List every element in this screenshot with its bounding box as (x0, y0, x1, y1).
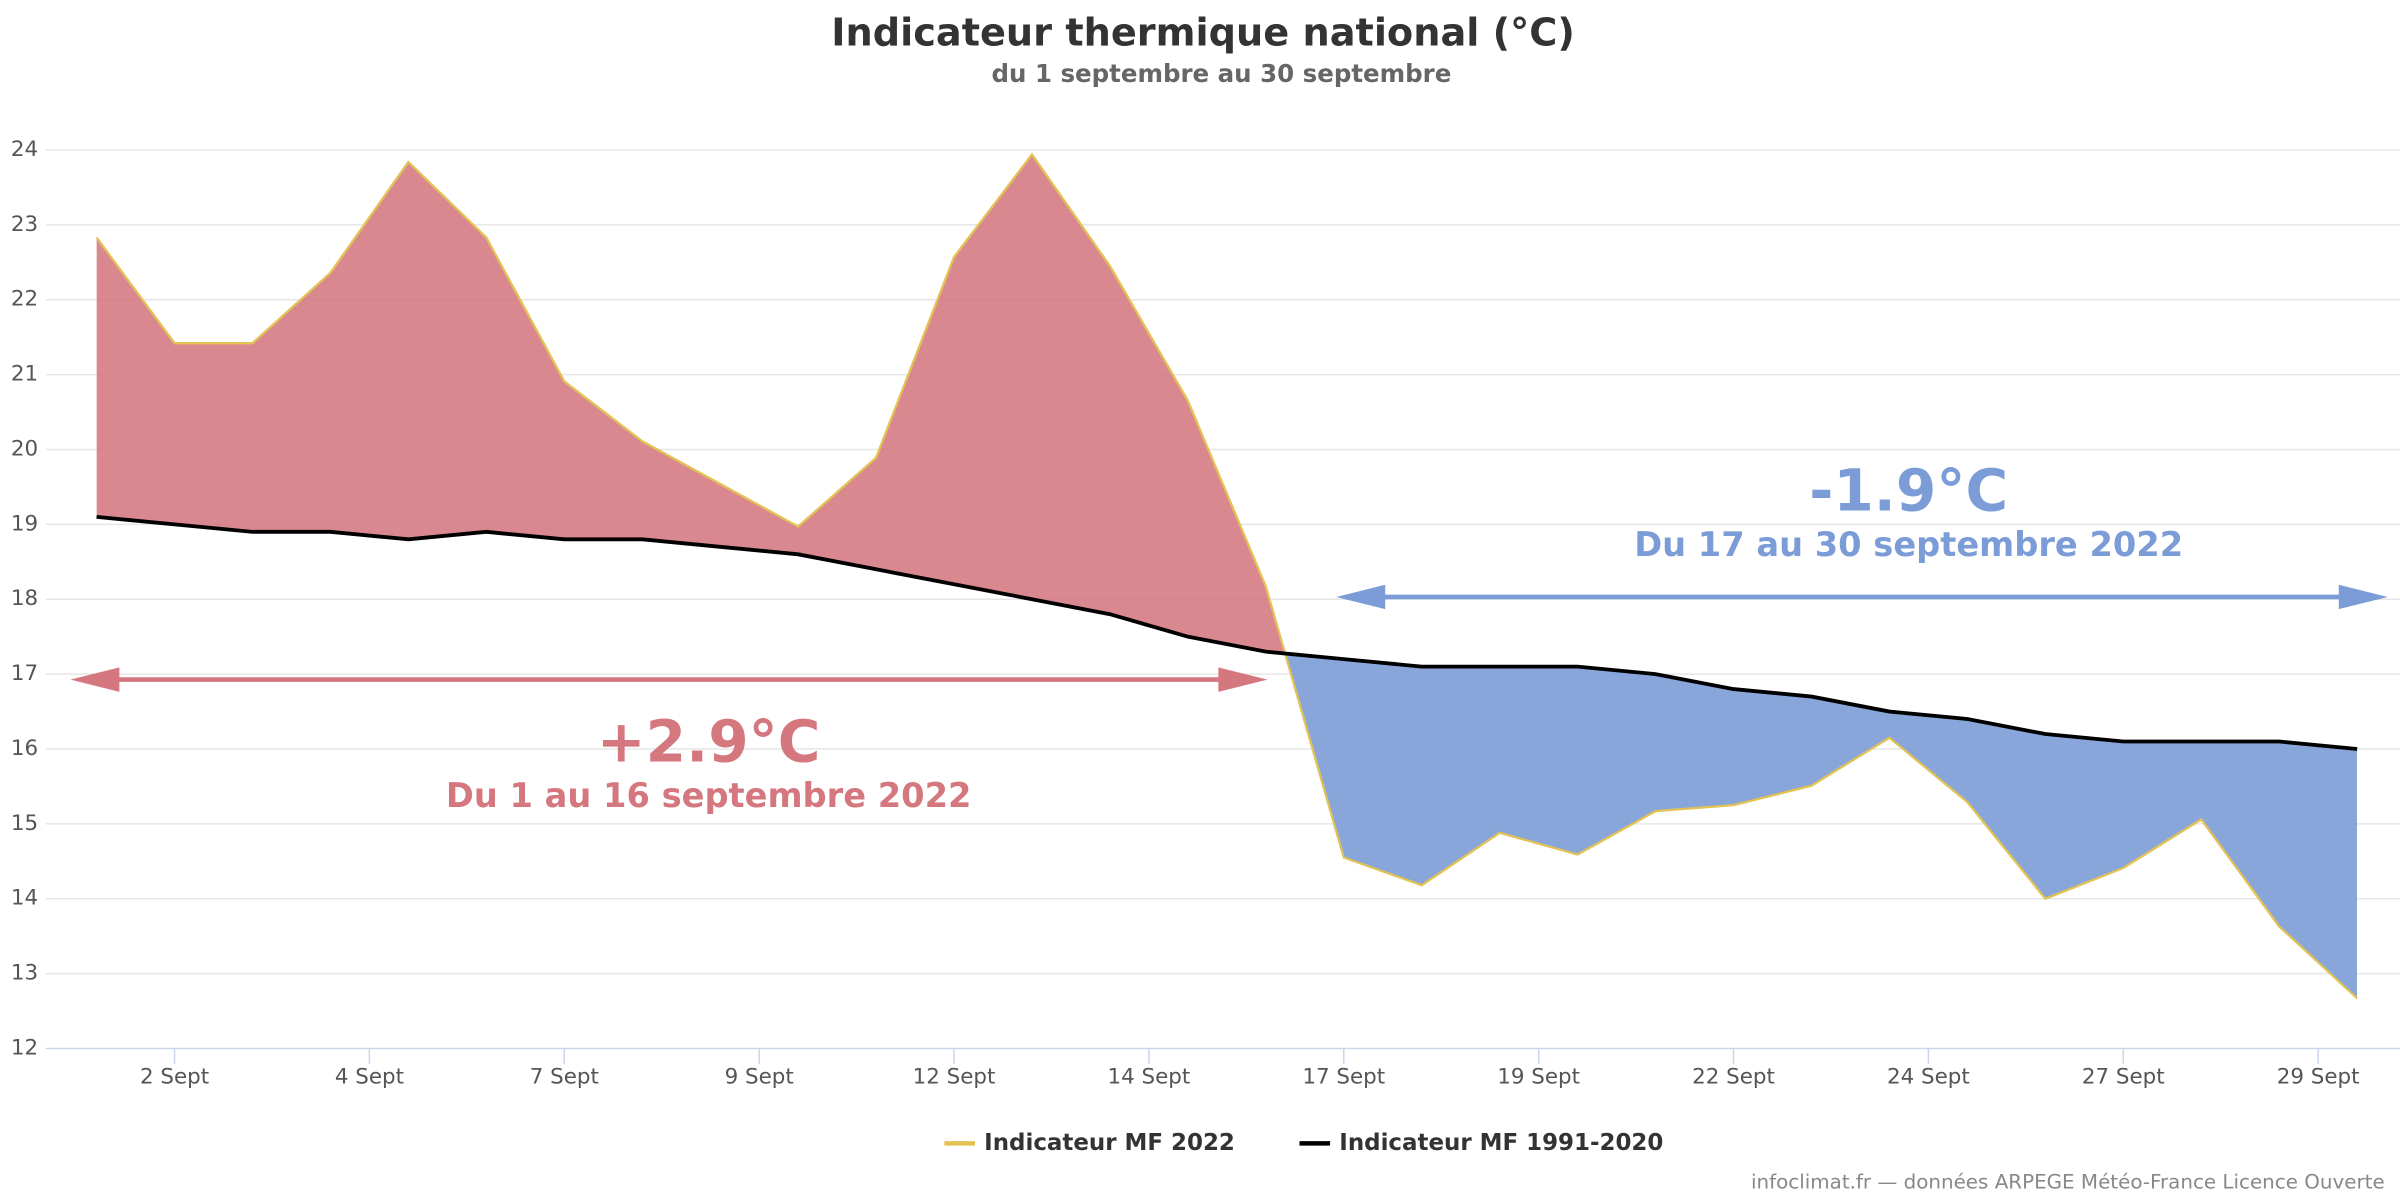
annotation-period: Du 17 au 30 septembre 2022 (1634, 525, 2183, 564)
credits: infoclimat.fr — données ARPEGE Météo-Fra… (1751, 1171, 2385, 1194)
x-tick-label: 17 Sept (1302, 1065, 1385, 1090)
x-tick-label: 19 Sept (1497, 1065, 1580, 1090)
y-tick-label: 23 (11, 212, 38, 237)
x-tick-label: 2 Sept (140, 1065, 209, 1090)
y-tick-label: 12 (11, 1035, 38, 1060)
y-tick-label: 15 (11, 811, 38, 836)
x-tick-label: 9 Sept (725, 1065, 794, 1090)
annotation-period: Du 1 au 16 septembre 2022 (446, 776, 972, 815)
y-tick-label: 19 (11, 511, 38, 536)
legend-label: Indicateur MF 2022 (984, 1130, 1235, 1156)
y-tick-label: 14 (11, 886, 38, 911)
x-tick-label: 7 Sept (530, 1065, 599, 1090)
y-tick-label: 21 (11, 362, 38, 387)
y-tick-label: 18 (11, 586, 38, 611)
y-tick-label: 20 (11, 436, 38, 461)
y-tick-label: 13 (11, 961, 38, 986)
y-tick-label: 17 (11, 661, 38, 686)
y-tick-label: 24 (11, 137, 38, 162)
series-line (96, 514, 2358, 751)
y-tick-label: 16 (11, 736, 38, 761)
x-tick-label: 27 Sept (2082, 1065, 2165, 1090)
y-tick-label: 22 (11, 287, 38, 312)
x-tick-label: 22 Sept (1692, 1065, 1775, 1090)
area-above (96, 154, 2358, 749)
x-tick-label: 14 Sept (1108, 1065, 1191, 1090)
annotation-above: +2.9°C Du 1 au 16 septembre 2022 (70, 667, 1268, 815)
annotation-below: -1.9°C Du 17 au 30 septembre 2022 (1336, 456, 2388, 610)
series-line (95, 152, 2358, 1000)
chart-title: Indicateur thermique national (°C) (831, 11, 1575, 56)
chart-subtitle: du 1 septembre au 30 septembre (992, 59, 1452, 88)
x-tick-label: 4 Sept (335, 1065, 404, 1090)
x-tick-label: 12 Sept (913, 1065, 996, 1090)
annotation-value: -1.9°C (1809, 456, 2008, 524)
x-tick-label: 24 Sept (1887, 1065, 1970, 1090)
x-tick-label: 29 Sept (2277, 1065, 2360, 1090)
legend-label: Indicateur MF 1991-2020 (1339, 1130, 1663, 1156)
annotation-value: +2.9°C (597, 708, 821, 776)
